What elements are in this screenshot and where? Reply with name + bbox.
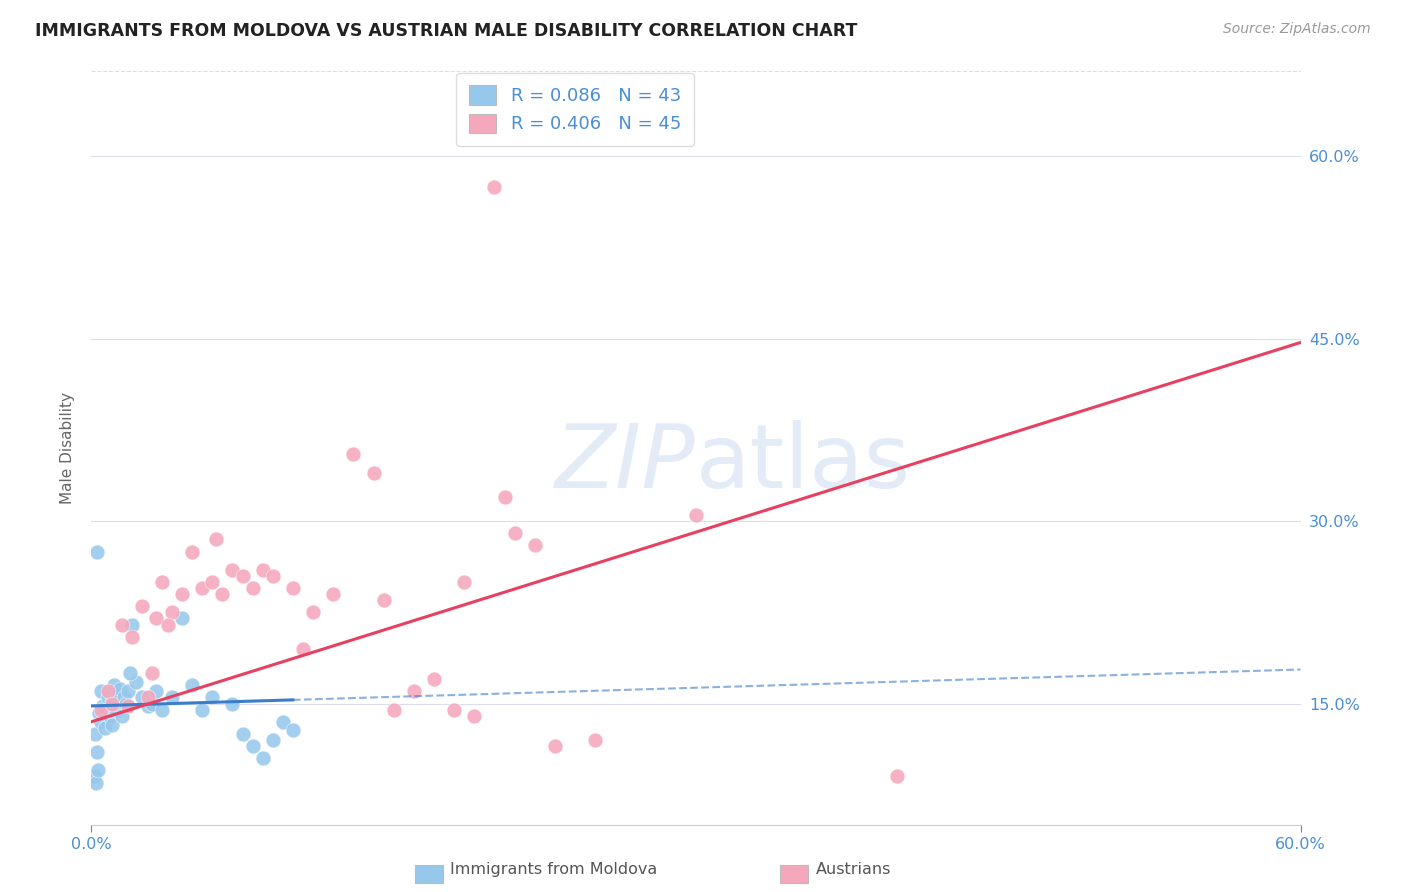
Point [322,587,344,601]
Point [86,745,108,759]
Point [104,703,127,717]
Point [544,739,567,753]
Point [84,727,107,741]
Point [160,605,183,619]
Point [103,678,125,692]
Point [494,490,516,504]
Point [136,698,159,713]
Point [231,727,253,741]
Point [402,684,425,698]
Legend: R = 0.086   N = 43, R = 0.406   N = 45: R = 0.086 N = 43, R = 0.406 N = 45 [457,73,693,146]
Point [231,569,253,583]
Text: IMMIGRANTS FROM MOLDOVA VS AUSTRIAN MALE DISABILITY CORRELATION CHART: IMMIGRANTS FROM MOLDOVA VS AUSTRIAN MALE… [35,22,858,40]
Point [423,672,446,686]
Point [114,697,136,711]
Point [141,697,163,711]
Point [201,690,224,705]
Point [145,611,167,625]
Point [172,611,194,625]
Point [86,775,108,789]
Point [145,684,167,698]
Point [96,690,118,705]
Point [583,733,606,747]
Y-axis label: Male Disability: Male Disability [60,392,76,504]
Point [382,703,405,717]
Point [108,681,131,696]
Point [242,581,264,595]
Point [121,630,143,644]
Point [484,179,506,194]
Point [112,690,135,705]
Text: atlas: atlas [696,420,911,507]
Point [221,697,243,711]
Point [86,544,108,558]
Point [117,698,139,713]
Point [252,563,274,577]
Point [281,723,304,738]
Point [90,684,112,698]
Point [453,574,475,589]
Point [94,721,117,735]
Point [90,714,112,729]
Point [118,666,141,681]
Point [262,733,284,747]
Point [281,581,304,595]
Point [141,666,163,681]
Point [90,703,112,717]
Point [150,574,173,589]
Text: ZIP: ZIP [555,420,696,507]
Point [96,684,118,698]
Point [136,690,159,705]
Point [181,544,204,558]
Point [363,466,385,480]
Point [131,599,153,614]
Text: Austrians: Austrians [815,863,891,877]
Point [373,593,395,607]
Point [302,605,325,619]
Point [89,706,111,721]
Point [131,690,153,705]
Point [201,574,224,589]
Point [292,641,315,656]
Point [503,526,526,541]
Point [262,569,284,583]
Point [242,739,264,753]
Point [271,714,294,729]
Point [160,690,183,705]
Point [252,751,274,765]
Point [342,447,364,461]
Point [117,684,139,698]
Point [463,708,485,723]
Point [100,697,122,711]
Point [93,698,115,713]
Point [523,539,546,553]
Point [150,703,173,717]
Point [111,617,132,632]
Point [685,508,707,522]
Point [100,694,122,708]
Point [121,617,143,632]
Point [205,533,228,547]
Text: Immigrants from Moldova: Immigrants from Moldova [450,863,657,877]
Point [83,769,105,783]
Point [100,718,122,732]
Point [191,581,214,595]
Point [221,563,243,577]
Point [87,764,110,778]
Point [191,703,214,717]
Point [98,708,121,723]
Point [211,587,233,601]
Point [181,678,204,692]
Point [156,617,179,632]
Point [111,708,132,723]
Point [886,769,908,783]
Point [172,587,194,601]
Point [107,687,129,701]
Text: Source: ZipAtlas.com: Source: ZipAtlas.com [1223,22,1371,37]
Point [125,674,148,689]
Point [443,703,465,717]
